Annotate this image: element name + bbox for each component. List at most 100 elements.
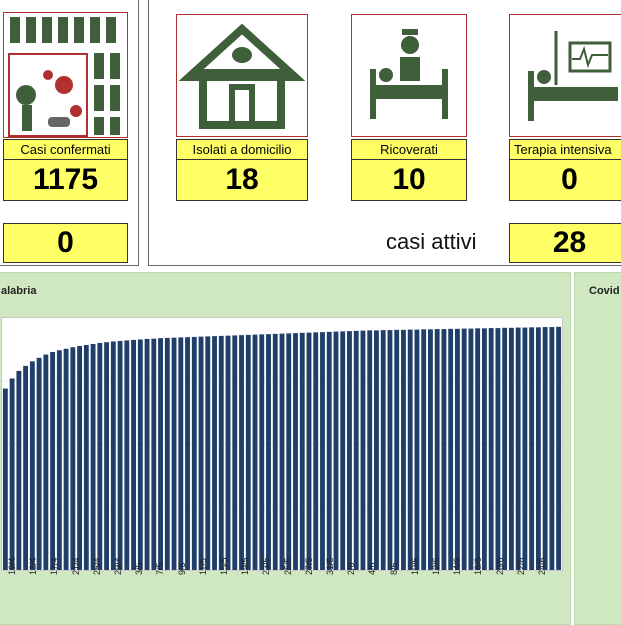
home-isolation-image xyxy=(176,14,308,137)
bar xyxy=(428,329,433,570)
bar xyxy=(293,333,298,570)
bar xyxy=(245,334,251,570)
bar xyxy=(225,335,231,570)
bar xyxy=(137,339,143,570)
bar xyxy=(50,352,56,570)
bar xyxy=(326,331,332,570)
bar xyxy=(151,338,157,570)
top-right-frame xyxy=(148,0,621,266)
x-tick-label: 17/4 xyxy=(49,557,60,575)
bar xyxy=(556,326,562,570)
bar xyxy=(110,341,116,570)
bar xyxy=(441,329,447,570)
x-tick-label: 3/5 xyxy=(134,562,145,575)
bar xyxy=(56,350,62,570)
bar xyxy=(468,328,474,570)
bar xyxy=(205,336,211,570)
chart-plot-area xyxy=(1,317,563,571)
bar xyxy=(36,357,42,570)
bar xyxy=(185,337,190,570)
bar xyxy=(70,347,76,570)
bar xyxy=(394,329,400,570)
x-tick-label: 24/6 xyxy=(537,557,547,575)
x-tick-label: 7/5 xyxy=(155,562,166,575)
x-tick-label: 20/6 xyxy=(494,557,505,575)
bar xyxy=(232,335,238,570)
bar xyxy=(353,330,359,570)
bar xyxy=(2,388,8,570)
x-tick-label: 18/6 xyxy=(473,557,484,575)
hospitalized-value: 10 xyxy=(351,159,467,201)
bar xyxy=(9,378,15,570)
bar xyxy=(279,333,285,570)
bar xyxy=(43,354,49,570)
bar xyxy=(171,337,177,570)
chart-panel: alabria 19/4 13/4 17/4 21/4 25/4 29/4 3/5 7/5 9/… xyxy=(0,272,571,625)
bar xyxy=(407,329,413,570)
bottom-left-value: 0 xyxy=(3,223,128,263)
x-tick-label: 8/6 xyxy=(388,562,399,575)
right-panel: Covid xyxy=(574,272,621,625)
bar xyxy=(63,348,69,570)
bar xyxy=(347,331,352,570)
x-tick-label: 25/4 xyxy=(91,557,102,575)
bar xyxy=(299,332,305,570)
home-isolation-label: Isolati a domicilio xyxy=(176,139,308,161)
bar xyxy=(454,328,460,570)
bar xyxy=(434,329,440,570)
bar xyxy=(144,338,150,570)
bar xyxy=(448,328,454,570)
bar xyxy=(266,334,271,570)
bar xyxy=(522,327,528,570)
intensive-care-label: Terapia intensiva xyxy=(509,139,621,161)
bar xyxy=(360,330,366,570)
home-isolation-value: 18 xyxy=(176,159,308,201)
bar xyxy=(374,330,379,570)
bar xyxy=(77,345,83,570)
confirmed-cases-value: 1175 xyxy=(3,159,128,201)
x-tick-label: 29/4 xyxy=(113,557,123,575)
active-cases-value: 28 xyxy=(509,223,621,263)
bar xyxy=(515,327,521,570)
bar xyxy=(421,329,427,570)
bar xyxy=(198,336,204,570)
bar xyxy=(286,333,292,570)
bar xyxy=(502,327,508,570)
intensive-care-value: 0 xyxy=(509,159,621,201)
bar xyxy=(124,340,130,570)
bar xyxy=(259,334,265,570)
bar xyxy=(131,339,136,570)
x-tick-label: 25/5 xyxy=(282,557,293,575)
x-tick-label: 13/4 xyxy=(28,557,39,575)
bar xyxy=(481,328,487,570)
bar xyxy=(535,327,541,570)
top-left-frame xyxy=(0,0,139,266)
bar xyxy=(252,334,258,570)
bar xyxy=(488,328,494,570)
bar xyxy=(23,365,29,570)
hospitalized-image xyxy=(351,14,467,137)
bar xyxy=(414,329,420,570)
x-tick-label: 2/6 xyxy=(346,562,357,575)
x-tick-label: 31/5 xyxy=(325,557,335,575)
x-tick-label: 19/5 xyxy=(240,557,251,575)
bar xyxy=(508,327,514,570)
bar xyxy=(461,328,467,570)
x-tick-label: 22/6 xyxy=(515,557,526,575)
confirmed-cases-label: Casi confermati xyxy=(3,139,128,161)
bar xyxy=(212,336,217,570)
bar xyxy=(117,340,123,570)
bar xyxy=(387,330,393,570)
bar xyxy=(83,344,89,570)
bar xyxy=(90,343,96,570)
bar xyxy=(104,342,110,570)
x-tick-label: 19/4 xyxy=(7,557,17,575)
bar xyxy=(178,337,184,570)
hospitalized-label: Ricoverati xyxy=(351,139,467,161)
x-tick-label: 10/6 xyxy=(409,557,420,575)
bar xyxy=(164,337,170,570)
bar xyxy=(333,331,339,570)
bar xyxy=(158,338,163,570)
x-tick-label: 11/5 xyxy=(197,558,208,575)
bar xyxy=(29,361,35,570)
